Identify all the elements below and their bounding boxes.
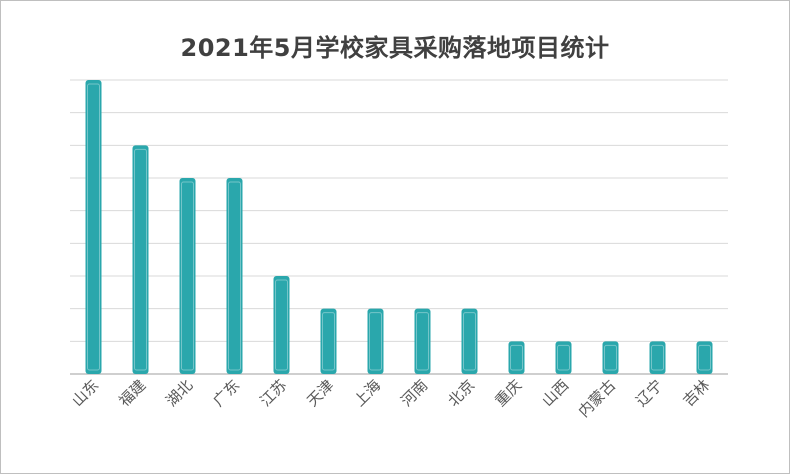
category-label: 广东 [209, 376, 243, 410]
category-label: 福建 [115, 376, 149, 410]
category-label: 上海 [350, 376, 384, 410]
bar-4 [226, 178, 243, 374]
category-label: 内蒙古 [575, 376, 620, 421]
category-label: 辽宁 [632, 376, 666, 410]
bar-highlight [510, 344, 523, 371]
bar-14 [696, 341, 713, 374]
bar-highlight [557, 344, 570, 371]
category-label: 天津 [303, 376, 337, 410]
category-label: 山西 [538, 376, 572, 410]
category-label: 湖北 [162, 376, 196, 410]
bar-highlight [228, 181, 241, 371]
bar-2 [132, 145, 149, 374]
bar-highlight [698, 344, 711, 371]
bar-highlight [275, 279, 288, 371]
bar-highlight [604, 344, 617, 371]
bar-5 [273, 276, 290, 374]
bar-highlight [463, 312, 476, 371]
bar-8 [414, 308, 431, 374]
bar-highlight [134, 148, 147, 371]
bar-9 [461, 308, 478, 374]
bar-highlight [416, 312, 429, 371]
category-label: 吉林 [679, 376, 713, 410]
bars [85, 80, 713, 374]
category-label: 江苏 [256, 376, 290, 410]
bar-highlight [369, 312, 382, 371]
category-label: 山东 [68, 376, 102, 410]
bar-6 [320, 308, 337, 374]
gridlines [70, 79, 728, 375]
bar-11 [555, 341, 572, 374]
bar-highlight [651, 344, 664, 371]
category-labels: 山东 福建 湖北 广东 江苏 天津 上海 河南 北京 重庆 山西 内蒙古 辽宁 吉林 [68, 376, 713, 421]
bar-7 [367, 308, 384, 374]
bar-1 [85, 80, 102, 374]
bar-3 [179, 178, 196, 374]
bar-10 [508, 341, 525, 374]
bar-highlight [322, 312, 335, 371]
category-label: 北京 [444, 376, 478, 410]
bar-highlight [181, 181, 194, 371]
category-label: 河南 [397, 376, 431, 410]
bar-12 [602, 341, 619, 374]
category-label: 重庆 [491, 376, 525, 410]
bar-highlight [87, 83, 100, 371]
chart-title: 2021年5月学校家具采购落地项目统计 [180, 34, 610, 62]
bar-13 [649, 341, 666, 374]
